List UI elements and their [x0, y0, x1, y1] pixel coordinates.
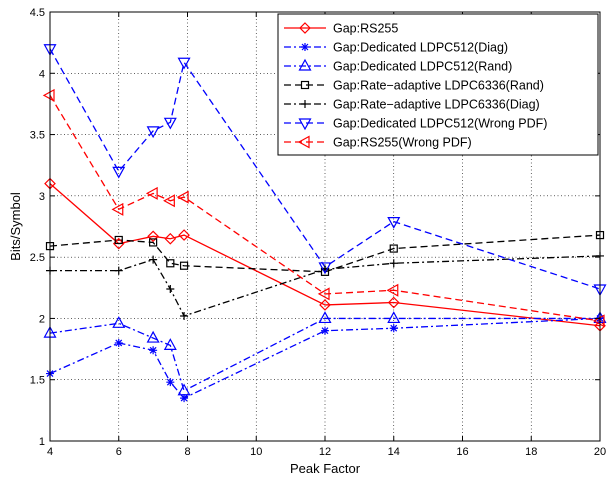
- y-tick-label: 2.5: [30, 252, 45, 264]
- data-point-series-5: [114, 266, 123, 275]
- x-tick-label: 4: [47, 446, 53, 458]
- legend-entry-label: Gap:RS255: [333, 22, 398, 36]
- series-line-1: [49, 183, 601, 327]
- legend-swatch-marker: [298, 118, 312, 131]
- x-tick-label: 8: [184, 446, 190, 458]
- legend-entry-label: Gap:Dedicated LDPC512(Diag): [333, 41, 508, 55]
- data-point-series-1: [178, 229, 190, 241]
- y-tick-label: 2: [39, 313, 45, 325]
- data-point-series-3: [177, 383, 191, 396]
- data-point-series-5: [389, 259, 398, 268]
- legend-swatch-marker: [301, 43, 309, 51]
- data-point-series-5: [149, 255, 158, 264]
- data-point-series-7: [163, 194, 175, 208]
- data-point-series-3: [146, 330, 160, 343]
- x-tick-label: 20: [594, 446, 606, 458]
- legend-swatch-marker: [301, 100, 309, 108]
- x-tick-label: 12: [319, 446, 331, 458]
- x-tick-label: 10: [250, 446, 262, 458]
- data-point-series-7: [111, 202, 124, 216]
- grid-lines: [50, 12, 600, 441]
- legend-box: [277, 13, 599, 156]
- data-point-series-1: [147, 230, 159, 243]
- data-point-series-6: [318, 262, 332, 275]
- x-tick-label: 18: [525, 446, 537, 458]
- data-point-series-1: [164, 232, 177, 245]
- series-line-4: [49, 234, 601, 273]
- data-point-series-6: [146, 126, 160, 139]
- data-point-series-5: [166, 285, 175, 294]
- y-tick-label: 1: [39, 436, 45, 448]
- data-point-series-4: [149, 238, 158, 247]
- data-point-series-2: [321, 326, 329, 335]
- data-point-series-4: [389, 244, 398, 253]
- legend-swatch-marker: [298, 58, 312, 71]
- legend-swatch-marker: [297, 135, 310, 149]
- data-point-series-6: [112, 166, 126, 179]
- axis-ticks: [49, 11, 601, 442]
- data-point-series-4: [114, 235, 123, 245]
- data-point-series-6: [177, 57, 191, 70]
- data-point-series-7: [317, 287, 330, 301]
- data-point-series-2: [149, 346, 158, 355]
- series-lines: [49, 48, 601, 399]
- data-point-series-7: [176, 190, 189, 204]
- legend-entry-label: Gap:Rate−adaptive LDPC6336(Rand): [333, 79, 544, 93]
- y-tick-label: 4: [39, 68, 45, 80]
- data-point-series-4: [166, 259, 175, 268]
- x-tick-label: 6: [116, 446, 122, 458]
- legend-entry-label: Gap:Dedicated LDPC512(Rand): [333, 60, 512, 74]
- data-point-series-6: [163, 117, 177, 130]
- data-point-series-2: [389, 324, 398, 333]
- data-point-series-7: [42, 88, 55, 102]
- legend-entry-label: Gap:Rate−adaptive LDPC6336(Diag): [333, 98, 540, 112]
- y-axis-tick-labels: 1 1.5 2 2.5 3 3.5 4 4.5: [30, 7, 45, 448]
- data-point-series-7: [145, 186, 158, 200]
- data-point-series-4: [179, 261, 189, 270]
- data-point-series-7: [386, 283, 399, 297]
- y-tick-label: 3.5: [30, 130, 45, 142]
- data-point-series-1: [387, 296, 400, 309]
- data-point-series-2: [180, 394, 189, 403]
- data-point-series-3: [318, 311, 332, 324]
- data-point-series-6: [387, 216, 401, 229]
- x-tick-label: 14: [388, 446, 400, 458]
- series-line-7: [49, 95, 601, 322]
- x-axis-label: Peak Factor: [290, 461, 361, 476]
- x-axis-tick-labels: 4 6 8 10 12 14 16 18 20: [47, 446, 606, 458]
- series-line-3: [49, 317, 600, 392]
- y-tick-label: 4.5: [30, 7, 45, 19]
- y-axis-label: Bits/Symbol: [8, 192, 23, 261]
- legend-swatch-marker: [300, 80, 310, 90]
- legend-swatch-marker: [299, 22, 311, 34]
- series-line-6: [49, 48, 601, 290]
- x-tick-label: 16: [456, 446, 468, 458]
- y-tick-label: 3: [39, 191, 45, 203]
- series-line-2: [49, 317, 601, 399]
- data-point-series-3: [163, 338, 177, 350]
- series-line-5: [50, 255, 601, 317]
- data-point-series-1: [319, 299, 331, 311]
- legend-entry-label: Gap:Dedicated LDPC512(Wrong PDF): [333, 117, 547, 131]
- y-tick-label: 1.5: [30, 375, 45, 387]
- data-point-series-3: [112, 316, 126, 328]
- data-point-series-5: [180, 311, 189, 320]
- data-point-series-2: [166, 378, 175, 387]
- legend-entry-label: Gap:RS255(Wrong PDF): [333, 136, 472, 150]
- data-point-series-3: [387, 311, 401, 324]
- legend: Gap:RS255 Gap:Dedicated LDPC512(Diag) Gap:…: [277, 13, 599, 156]
- data-point-series-2: [114, 338, 123, 347]
